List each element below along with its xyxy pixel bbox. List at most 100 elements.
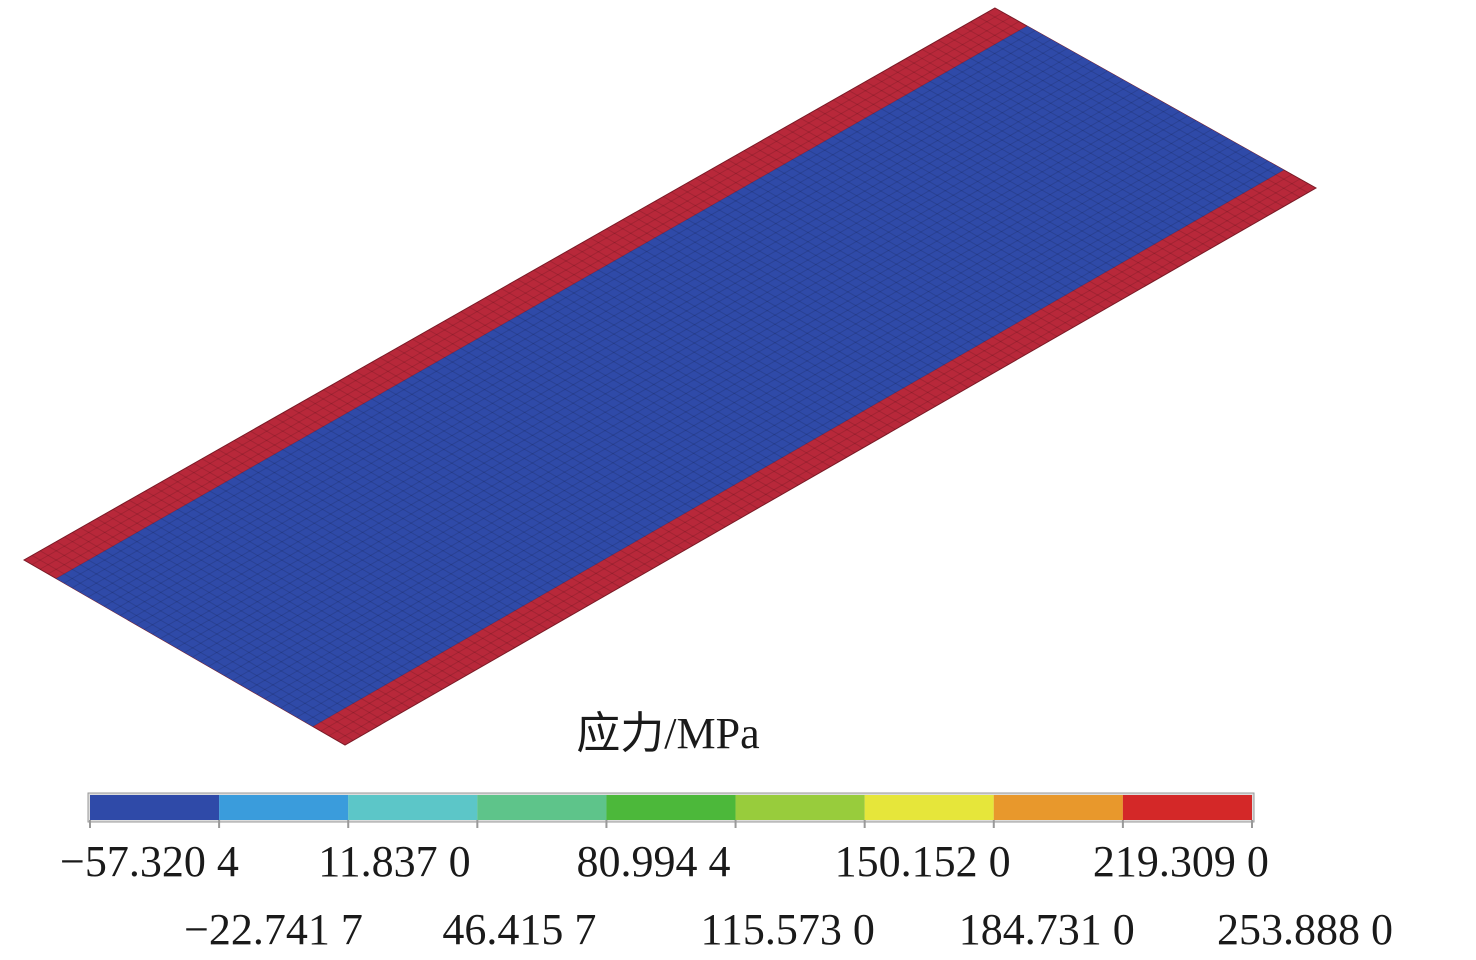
mesh-line — [525, 274, 847, 458]
mesh-line — [160, 84, 1132, 640]
mesh-line — [256, 138, 1228, 695]
mesh-line — [517, 278, 839, 463]
mesh-line — [152, 79, 1124, 635]
mesh-line — [128, 66, 1100, 621]
tick-label: −22.741 7 — [184, 905, 363, 954]
mesh-line — [695, 177, 1017, 361]
mesh-line — [412, 338, 734, 523]
mesh-line — [104, 52, 1076, 607]
mesh-line — [169, 476, 491, 662]
tick-label: −57.320 4 — [60, 837, 239, 886]
mesh-line — [428, 329, 750, 514]
mesh-line — [444, 320, 767, 505]
mesh-line — [234, 439, 556, 625]
mesh-line — [752, 145, 1074, 328]
plate-core — [56, 26, 1284, 727]
mesh-line — [200, 106, 1172, 663]
mesh-line — [312, 169, 1285, 727]
color-bar: −57.320 4 −22.741 7 11.837 0 46.415 7 80.994… — [60, 792, 1393, 954]
mesh-line — [792, 122, 1114, 305]
mesh-line — [849, 90, 1171, 272]
tick-label: 150.152 0 — [835, 837, 1011, 886]
color-band — [735, 795, 865, 820]
mesh-line — [145, 490, 467, 676]
color-band — [993, 795, 1123, 820]
mesh-line — [136, 70, 1108, 626]
mesh-line — [549, 260, 872, 444]
mesh-line — [646, 205, 969, 389]
mesh-line — [331, 384, 653, 570]
mesh-line — [264, 142, 1236, 700]
mesh-line — [379, 357, 702, 542]
mesh-line — [614, 223, 936, 407]
mesh-line — [104, 513, 427, 700]
tick-label: 219.309 0 — [1093, 837, 1269, 886]
mesh-line — [913, 53, 1236, 235]
mesh-line — [274, 416, 597, 602]
mesh-line — [272, 147, 1245, 704]
mesh-line — [541, 265, 864, 449]
mesh-line — [363, 366, 686, 551]
mesh-line — [216, 115, 1188, 672]
mesh-line — [703, 173, 1025, 356]
mesh-line — [832, 99, 1155, 282]
mesh-line — [436, 324, 758, 509]
mesh-line — [96, 518, 419, 704]
mesh-line — [323, 389, 645, 574]
mesh-line — [420, 334, 742, 518]
mesh-line — [55, 25, 1028, 579]
mesh-line — [493, 292, 815, 477]
mesh-line — [226, 444, 548, 630]
mesh-line — [784, 127, 1106, 310]
mesh-line — [808, 113, 1131, 296]
mesh-line — [298, 403, 621, 588]
mesh-line — [654, 200, 977, 384]
tick-label: 184.731 0 — [959, 905, 1135, 954]
mesh-line — [87, 43, 1060, 598]
mesh-line — [208, 111, 1180, 667]
color-band — [90, 795, 220, 820]
mesh-line — [112, 57, 1084, 612]
plate-model — [22, 7, 1318, 746]
mesh-line — [153, 485, 475, 672]
mesh-line — [282, 412, 605, 597]
mesh-line — [557, 255, 880, 440]
mesh-line — [873, 76, 1195, 259]
tick-label: 46.415 7 — [442, 905, 596, 954]
mesh-line — [64, 536, 386, 723]
legend-title: 应力/MPa — [576, 709, 759, 758]
mesh-line — [339, 380, 661, 565]
mesh-line — [565, 251, 888, 435]
mesh-line — [371, 361, 694, 546]
mesh-line — [355, 370, 678, 556]
color-band — [864, 795, 994, 820]
mesh-line — [630, 214, 953, 398]
mesh-line — [816, 108, 1139, 291]
mesh-line — [590, 237, 912, 421]
mesh-line — [290, 407, 613, 593]
mesh-line — [224, 120, 1196, 677]
color-band — [606, 795, 736, 820]
mesh-line — [56, 541, 378, 727]
mesh-line — [735, 154, 1058, 337]
mesh-line — [962, 25, 1284, 208]
mesh-line — [80, 527, 402, 713]
mesh-line — [622, 219, 945, 402]
mesh-line — [192, 102, 1164, 658]
mesh-line — [217, 449, 540, 635]
mesh-line — [250, 430, 572, 616]
mesh-line — [39, 550, 362, 737]
mesh-line — [201, 458, 524, 644]
mesh-line — [31, 554, 354, 741]
mesh-line — [280, 151, 1253, 709]
mesh-line — [328, 178, 1301, 737]
mesh-line — [387, 352, 710, 537]
mesh-line — [509, 283, 831, 467]
mesh-line — [242, 435, 564, 621]
mesh-line — [144, 75, 1116, 630]
mesh-line — [824, 104, 1147, 286]
tick-label: 253.888 0 — [1217, 905, 1393, 954]
mesh-line — [258, 426, 580, 611]
mesh-line — [137, 495, 459, 681]
